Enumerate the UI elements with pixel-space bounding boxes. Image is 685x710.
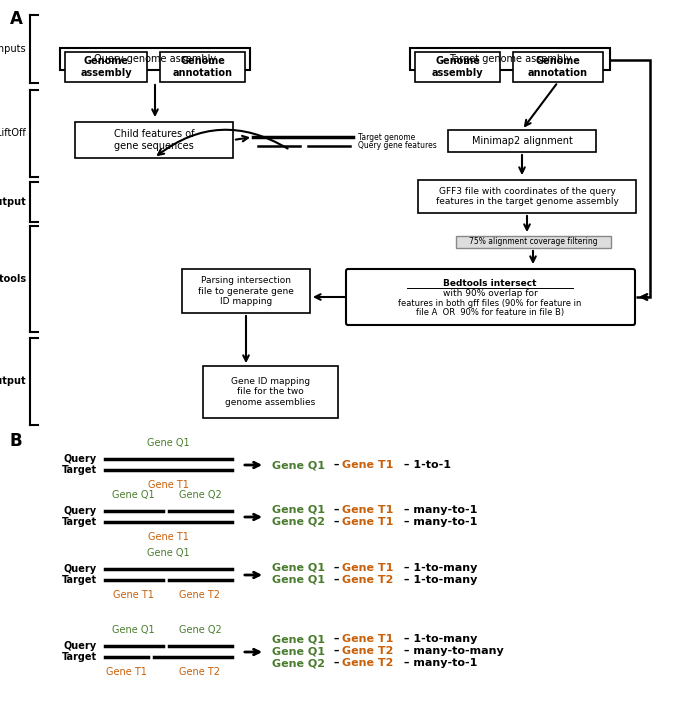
FancyBboxPatch shape [182,269,310,313]
Text: Gene Q1: Gene Q1 [272,460,325,470]
Text: Gene T1: Gene T1 [112,590,153,600]
Text: file A  OR  90% for feature in file B): file A OR 90% for feature in file B) [416,307,564,317]
Text: Gene T2: Gene T2 [179,590,221,600]
Text: – many-to-1: – many-to-1 [400,517,477,527]
Text: Gene T1: Gene T1 [105,667,147,677]
Text: A: A [10,10,23,28]
Text: – 1-to-many: – 1-to-many [400,575,477,585]
Text: –: – [330,517,343,527]
Text: Gene Q2: Gene Q2 [272,658,325,668]
Text: LiftOff: LiftOff [0,129,26,138]
Text: Gene T1: Gene T1 [342,517,393,527]
Text: –: – [330,563,343,573]
Text: Gene Q1: Gene Q1 [112,490,154,500]
Text: Gene Q1: Gene Q1 [272,563,325,573]
Text: – 1-to-many: – 1-to-many [400,563,477,573]
Text: Gene ID mapping
file for the two
genome assemblies: Gene ID mapping file for the two genome … [225,377,316,407]
Text: Gene Q2: Gene Q2 [179,625,221,635]
Text: Target genome assembly: Target genome assembly [449,54,571,64]
Text: Query gene features: Query gene features [358,141,437,151]
Text: Parsing intersection
file to generate gene
ID mapping: Parsing intersection file to generate ge… [198,276,294,306]
Text: Target genome: Target genome [358,133,415,141]
Text: –: – [330,505,343,515]
Text: Query: Query [64,454,97,464]
Text: Inputs: Inputs [0,44,26,54]
Text: Gene Q1: Gene Q1 [147,438,189,448]
Text: Gene T1: Gene T1 [342,563,393,573]
FancyBboxPatch shape [160,52,245,82]
Text: Gene T1: Gene T1 [342,505,393,515]
FancyBboxPatch shape [415,52,500,82]
Text: Query: Query [64,641,97,651]
FancyBboxPatch shape [346,269,635,325]
Text: Output: Output [0,376,26,386]
FancyBboxPatch shape [456,236,611,248]
Text: Gene Q2: Gene Q2 [272,517,325,527]
Text: Genome
assembly: Genome assembly [432,56,484,78]
Text: Gene Q1: Gene Q1 [112,625,154,635]
Text: Gene Q1: Gene Q1 [272,646,325,656]
Text: 75% alignment coverage filtering: 75% alignment coverage filtering [469,238,597,246]
Text: Gene Q1: Gene Q1 [272,575,325,585]
FancyBboxPatch shape [75,122,233,158]
Text: GFF3 file with coordinates of the query
features in the target genome assembly: GFF3 file with coordinates of the query … [436,187,619,206]
FancyBboxPatch shape [513,52,603,82]
FancyBboxPatch shape [448,130,596,152]
Text: Bedtools: Bedtools [0,274,26,284]
FancyBboxPatch shape [65,52,147,82]
FancyBboxPatch shape [203,366,338,418]
Text: Child features of
gene sequences: Child features of gene sequences [114,129,195,151]
Text: – many-to-many: – many-to-many [400,646,503,656]
FancyBboxPatch shape [60,48,250,70]
Text: Target: Target [62,517,97,527]
Text: Target: Target [62,652,97,662]
Text: features in both gff files (90% for feature in: features in both gff files (90% for feat… [398,298,582,307]
Text: Gene T2: Gene T2 [342,658,393,668]
Text: Gene T2: Gene T2 [342,575,393,585]
Text: B: B [10,432,23,450]
Text: –: – [330,634,343,644]
Text: Gene Q1: Gene Q1 [272,505,325,515]
Text: Gene Q1: Gene Q1 [272,634,325,644]
Text: Target: Target [62,575,97,585]
Text: –: – [330,658,343,668]
Text: with 90% overlap for: with 90% overlap for [443,290,537,298]
Text: Gene T1: Gene T1 [147,532,188,542]
Text: Gene T1: Gene T1 [147,480,188,490]
Text: LiftOff output: LiftOff output [0,197,26,207]
FancyBboxPatch shape [418,180,636,213]
Text: Genome
annotation: Genome annotation [173,56,232,78]
Text: –: – [330,646,343,656]
Text: – 1-to-many: – 1-to-many [400,634,477,644]
Text: Genome
assembly: Genome assembly [80,56,132,78]
Text: Query genome assembly: Query genome assembly [94,54,216,64]
Text: Gene T2: Gene T2 [179,667,221,677]
Text: Bedtools intersect: Bedtools intersect [443,280,537,288]
Text: –: – [330,575,343,585]
Text: – 1-to-1: – 1-to-1 [400,460,451,470]
Text: Minimap2 alignment: Minimap2 alignment [471,136,573,146]
Text: Genome
annotation: Genome annotation [528,56,588,78]
FancyBboxPatch shape [410,48,610,70]
Text: – many-to-1: – many-to-1 [400,658,477,668]
Text: Gene Q2: Gene Q2 [179,490,221,500]
Text: Query: Query [64,506,97,516]
Text: Query: Query [64,564,97,574]
Text: Gene Q1: Gene Q1 [147,548,189,558]
Text: Gene T1: Gene T1 [342,460,393,470]
Text: Gene T2: Gene T2 [342,646,393,656]
Text: –: – [330,460,343,470]
Text: Target: Target [62,465,97,475]
Text: Gene T1: Gene T1 [342,634,393,644]
Text: – many-to-1: – many-to-1 [400,505,477,515]
